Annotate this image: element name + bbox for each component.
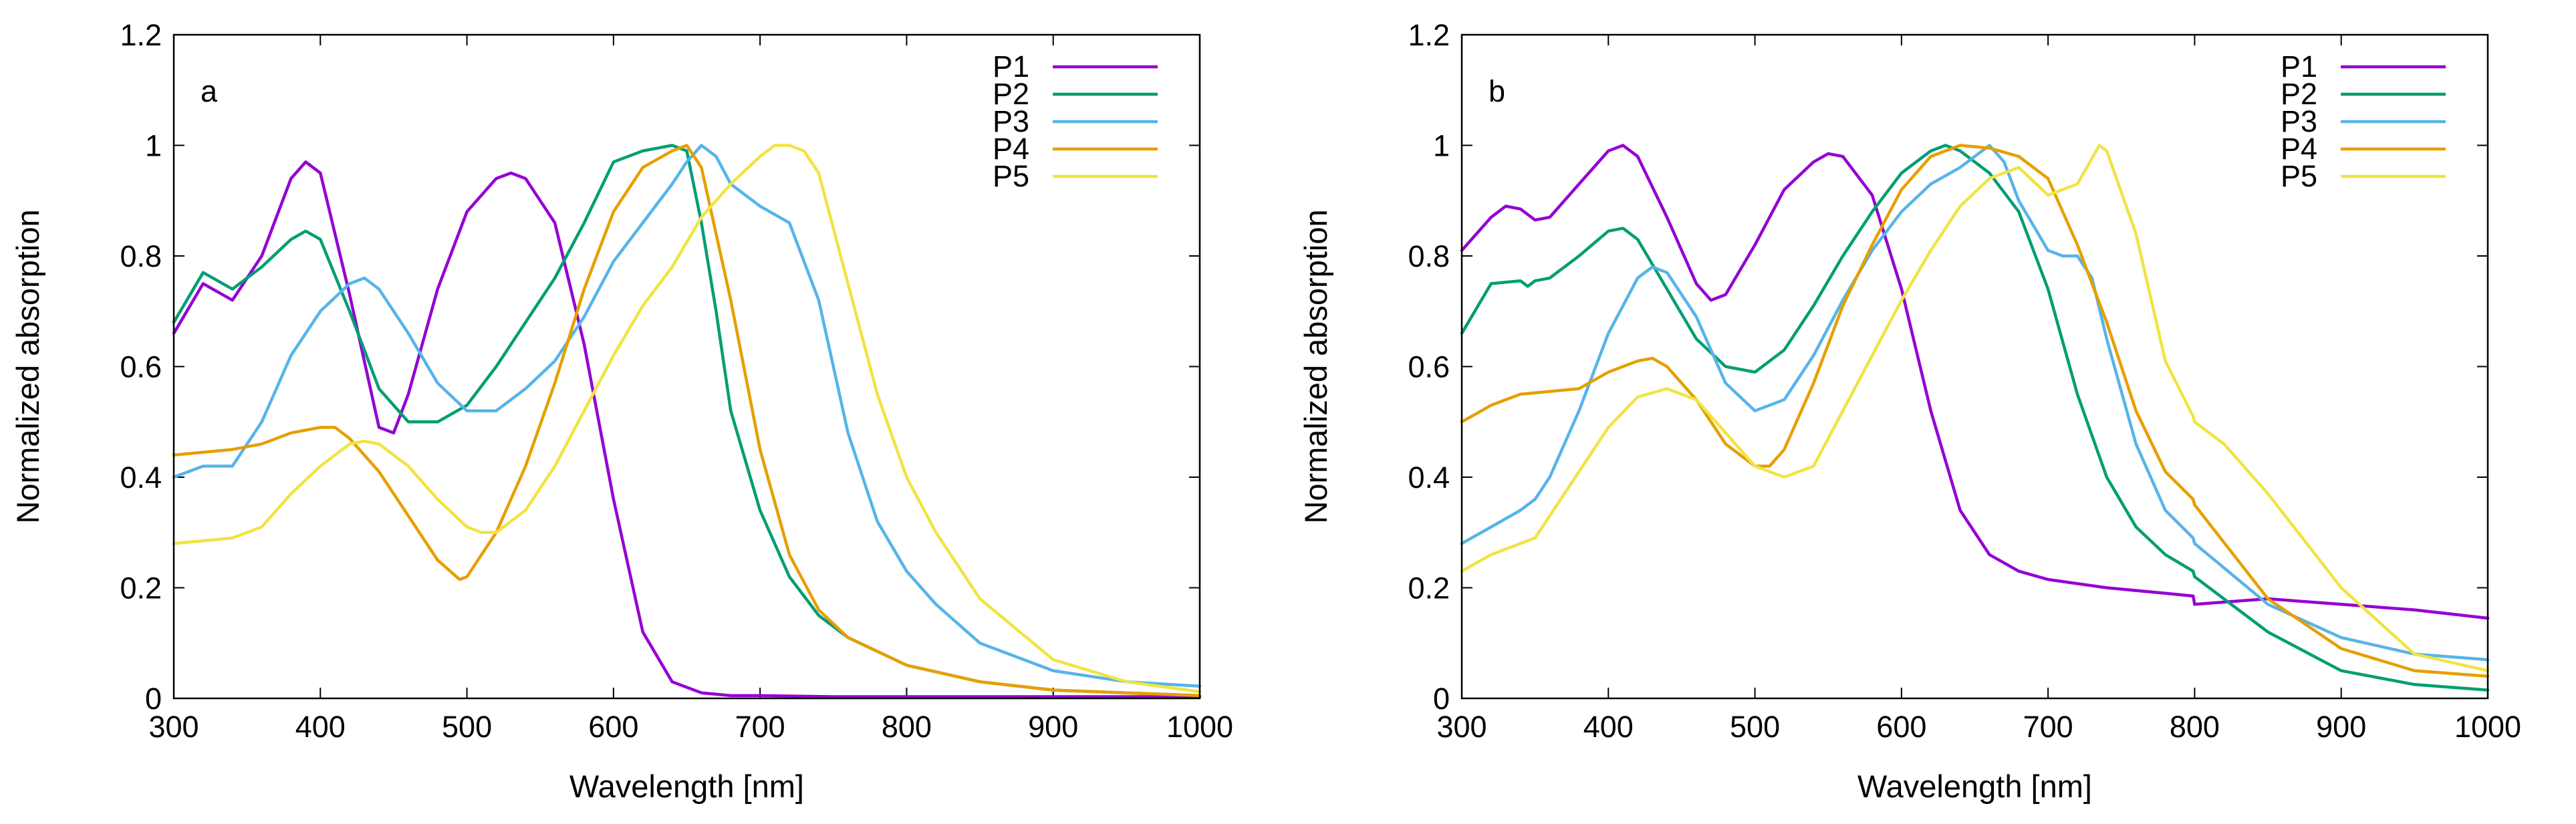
legend-label-p2: P2 [993, 77, 1029, 111]
legend-label-p5: P5 [993, 159, 1029, 193]
x-tick-label: 900 [2316, 710, 2366, 744]
series-line-p2 [172, 144, 1202, 698]
x-tick-label: 300 [1436, 710, 1487, 744]
legend-label-p4: P4 [2281, 132, 2317, 166]
plot-frame [1460, 33, 2489, 700]
series-line-p2 [1460, 144, 2490, 692]
x-tick-label: 800 [2170, 710, 2220, 744]
legend-label-p4: P4 [993, 132, 1029, 166]
y-tick-label: 0.6 [120, 350, 162, 384]
y-tick-label: 0 [145, 682, 162, 716]
x-tick-label: 600 [588, 710, 638, 744]
x-axis-label: Wavelength [nm] [569, 769, 804, 804]
legend-label-p5: P5 [2281, 159, 2317, 193]
y-tick-label: 1.2 [120, 18, 162, 52]
y-tick-label: 0.2 [1408, 571, 1450, 605]
x-tick-label: 400 [1583, 710, 1634, 744]
series-line-p3 [172, 144, 1202, 688]
x-tick-label: 300 [148, 710, 199, 744]
series-line-p1 [1460, 144, 2490, 620]
x-tick-label: 1000 [1166, 710, 1233, 744]
y-tick-label: 0.4 [120, 460, 162, 495]
x-tick-label: 1000 [2454, 710, 2521, 744]
y-tick-label: 1 [1433, 129, 1450, 163]
x-tick-label: 500 [1730, 710, 1780, 744]
y-tick-label: 1 [145, 129, 162, 163]
x-tick-label: 700 [735, 710, 785, 744]
x-tick-label: 900 [1028, 710, 1078, 744]
x-tick-label: 800 [882, 710, 932, 744]
x-tick-label: 400 [295, 710, 346, 744]
x-tick-label: 500 [442, 710, 492, 744]
y-tick-label: 0 [1433, 682, 1450, 716]
x-tick-label: 700 [2023, 710, 2073, 744]
legend-label-p3: P3 [993, 104, 1029, 138]
chart-panel-a: 300 400 500 600 700 800 900 1000 0 0.2 0.4 0.6 0.8 1 1… [10, 18, 1233, 804]
y-tick-label: 0.8 [120, 239, 162, 273]
y-axis-label: Normalized absorption [10, 209, 45, 523]
series-line-p4 [1460, 144, 2490, 678]
series-line-p3 [1460, 144, 2490, 662]
x-tick-label: 600 [1876, 710, 1926, 744]
y-axis-label: Normalized absorption [1298, 209, 1333, 523]
legend-label-p1: P1 [993, 49, 1029, 84]
legend-label-p2: P2 [2281, 77, 2317, 111]
legend-label-p3: P3 [2281, 104, 2317, 138]
series-line-p4 [172, 144, 1202, 698]
series-line-p5 [172, 144, 1202, 694]
y-tick-label: 1.2 [1408, 18, 1450, 52]
chart-panel-b: 300 400 500 600 700 800 900 1000 0 0.2 0.4 0.6 0.8 1 1… [1298, 18, 2521, 804]
series-line-p1 [172, 160, 1202, 698]
y-tick-label: 0.8 [1408, 239, 1450, 273]
plot-frame [172, 33, 1201, 700]
panel-label: a [201, 74, 218, 108]
y-tick-label: 0.4 [1408, 460, 1450, 495]
panel-label: b [1489, 74, 1505, 108]
legend-label-p1: P1 [2281, 49, 2317, 84]
y-tick-label: 0.2 [120, 571, 162, 605]
y-tick-label: 0.6 [1408, 350, 1450, 384]
series-line-p5 [1460, 144, 2490, 672]
x-axis-label: Wavelength [nm] [1857, 769, 2092, 804]
